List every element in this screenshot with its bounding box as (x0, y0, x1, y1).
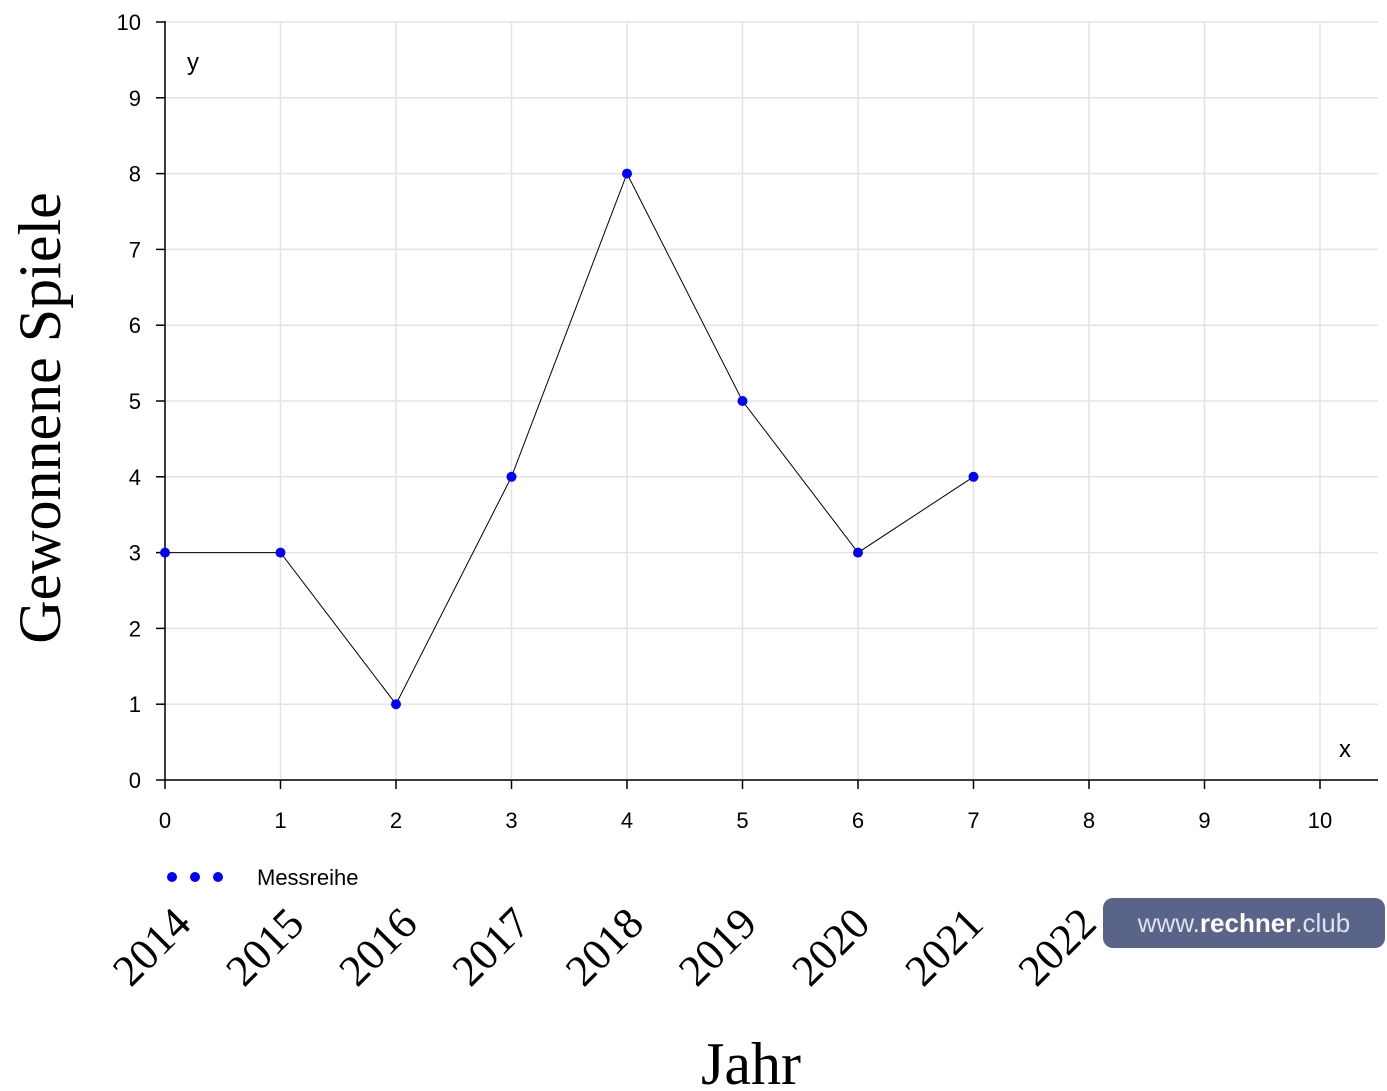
data-point (391, 699, 401, 710)
y-tick-label: 7 (129, 237, 141, 262)
legend-markers (167, 872, 223, 882)
x-tick-labels: 0 1 2 3 4 5 6 7 8 9 10 (159, 808, 1332, 833)
data-point (968, 471, 979, 482)
watermark-prefix: www. (1137, 908, 1200, 938)
watermark-background (1103, 898, 1385, 948)
category-label: 2022 (1009, 898, 1106, 995)
y-tick-label: 4 (129, 465, 141, 490)
x-tick-label: 10 (1308, 808, 1332, 833)
y-tick-label: 10 (117, 10, 141, 35)
watermark-brand: rechner (1200, 908, 1295, 938)
y-tick-label: 5 (129, 389, 141, 414)
y-tick-label: 8 (129, 162, 141, 187)
category-label: 2017 (443, 898, 540, 995)
category-label: 2016 (330, 898, 427, 995)
data-point (622, 168, 632, 179)
data-point (160, 547, 170, 558)
y-axis-label: Gewonnene Spiele (7, 192, 73, 644)
axes (156, 21, 1378, 789)
category-label: 2020 (782, 898, 879, 995)
data-point (506, 471, 517, 482)
legend-marker (213, 872, 223, 882)
y-tick-label: 0 (129, 768, 141, 793)
legend-marker (167, 872, 177, 882)
y-tick-label: 9 (129, 86, 141, 111)
x-tick-label: 7 (967, 808, 979, 833)
x-tick-label: 1 (274, 808, 286, 833)
legend-label: Messreihe (257, 865, 358, 890)
y-tick-label: 3 (129, 541, 141, 566)
x-axis-label: Jahr (701, 1031, 801, 1091)
x-tick-label: 2 (390, 808, 402, 833)
x-tick-label: 9 (1198, 808, 1210, 833)
x-tick-label: 6 (852, 808, 864, 833)
watermark-text: www.rechner.club (1137, 908, 1350, 938)
category-label: 2018 (556, 898, 653, 995)
x-tick-label: 5 (736, 808, 748, 833)
data-point (275, 547, 286, 558)
watermark-badge: www.rechner.club (1103, 898, 1385, 948)
series-line (165, 172, 974, 706)
category-label: 2021 (896, 898, 993, 995)
data-point (737, 396, 748, 406)
x-tick-label: 8 (1083, 808, 1095, 833)
y-axis-name: y (187, 49, 199, 76)
x-axis-name: x (1339, 736, 1351, 763)
x-tick-label: 4 (621, 808, 633, 833)
category-label: 2019 (669, 898, 766, 995)
y-tick-label: 1 (129, 692, 141, 717)
category-label: 2015 (216, 898, 313, 995)
data-point (853, 547, 863, 558)
x-tick-label: 0 (159, 808, 171, 833)
y-tick-labels: 0 1 2 3 4 5 6 7 8 9 10 (117, 10, 141, 793)
category-label: 2014 (103, 898, 200, 995)
legend-marker (190, 872, 200, 882)
watermark-suffix: .club (1295, 908, 1350, 938)
series-layer (160, 168, 979, 710)
x-tick-label: 3 (505, 808, 517, 833)
grid-lines (164, 21, 1378, 781)
y-tick-label: 6 (129, 313, 141, 338)
legend: Messreihe (167, 865, 358, 890)
category-labels: 2014 2015 2016 2017 2018 2019 2020 2021 2022 (103, 898, 1105, 995)
y-tick-label: 2 (129, 616, 141, 641)
